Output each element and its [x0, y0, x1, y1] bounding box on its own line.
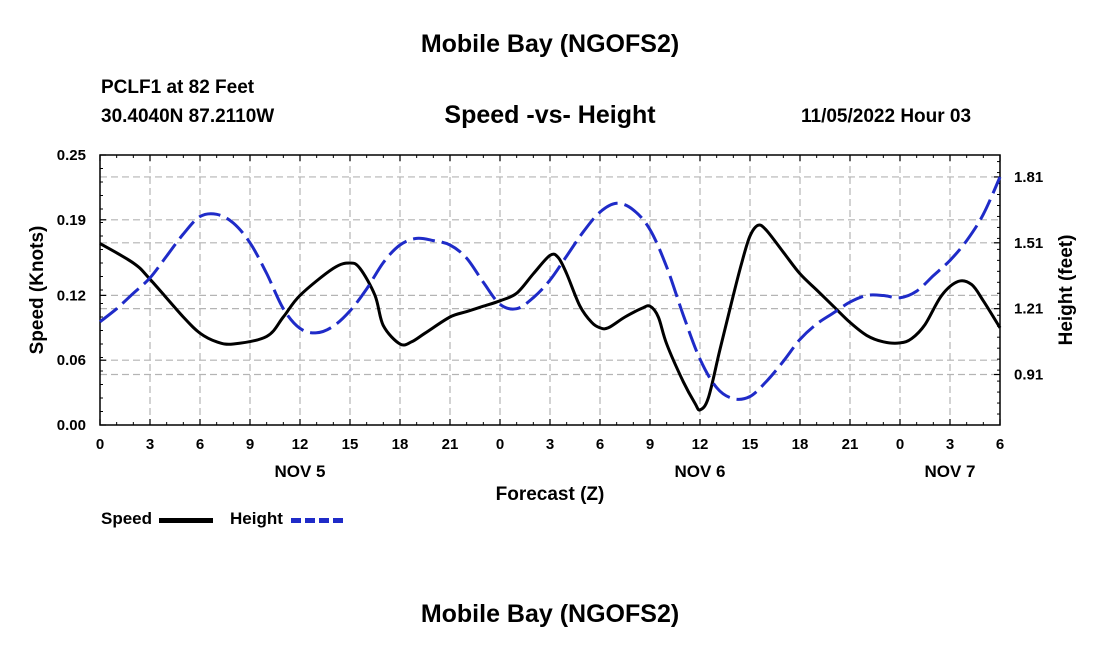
x-tick-label: 0	[496, 436, 504, 453]
x-tick-label: 6	[596, 436, 604, 453]
chart-grid	[100, 155, 1000, 425]
x-tick-label: 6	[996, 436, 1004, 453]
x-tick-label: 0	[896, 436, 904, 453]
x-day-label: NOV 6	[674, 462, 725, 481]
y-left-tick-label: 0.06	[57, 352, 86, 369]
x-tick-label: 12	[692, 436, 709, 453]
x-day-label: NOV 5	[274, 462, 325, 481]
y-right-tick-label: 1.81	[1014, 169, 1043, 186]
x-tick-label: 18	[392, 436, 409, 453]
legend-label-height: Height	[230, 509, 283, 528]
station-coordinates: 30.4040N 87.2110W	[101, 106, 275, 127]
x-tick-label: 15	[742, 436, 759, 453]
y-left-tick-label: 0.25	[57, 147, 86, 164]
x-day-label: NOV 7	[924, 462, 975, 481]
series-line-height	[99, 176, 1002, 401]
forecast-datetime: 11/05/2022 Hour 03	[801, 106, 972, 127]
y-right-tick-label: 0.91	[1014, 367, 1043, 384]
x-tick-label: 15	[342, 436, 359, 453]
series-line-speed	[99, 223, 1002, 412]
chart-subtitle: Speed -vs- Height	[444, 101, 656, 129]
y-left-axis-label: Speed (Knots)	[27, 226, 48, 355]
x-tick-label: 21	[842, 436, 859, 453]
x-axis-ticks: 0 3 6 9 12 15 18 21 0 3 6 9 12 15 18 21 0 3 6	[96, 155, 1004, 453]
x-tick-label: 0	[96, 436, 104, 453]
x-tick-label: 3	[546, 436, 554, 453]
x-axis-day-labels: NOV 5 NOV 6 NOV 7	[274, 462, 975, 481]
y-right-axis-ticks: 0.91 1.21 1.51 1.81	[994, 169, 1043, 384]
footer-title: Mobile Bay (NGOFS2)	[420, 600, 680, 628]
y-right-tick-label: 1.21	[1014, 301, 1043, 318]
x-tick-label: 3	[946, 436, 954, 453]
x-tick-label: 21	[442, 436, 459, 453]
x-tick-label: 18	[792, 436, 809, 453]
y-left-tick-label: 0.12	[57, 287, 86, 304]
x-tick-label: 9	[646, 436, 654, 453]
legend-label-speed: Speed	[101, 509, 153, 528]
x-tick-label: 6	[196, 436, 204, 453]
legend-swatch-height	[291, 518, 343, 523]
y-left-tick-label: 0.00	[57, 417, 86, 434]
chart-series	[99, 176, 1002, 412]
x-tick-label: 9	[246, 436, 254, 453]
x-tick-label: 12	[292, 436, 309, 453]
x-axis-label: Forecast (Z)	[496, 484, 605, 505]
station-label: PCLF1 at 82 Feet	[101, 77, 255, 98]
y-left-axis-ticks: 0.00 0.06 0.12 0.19 0.25	[57, 147, 106, 434]
page-title: Mobile Bay (NGOFS2)	[420, 30, 680, 58]
legend-swatch-speed	[159, 518, 213, 523]
y-right-tick-label: 1.51	[1014, 235, 1043, 252]
x-tick-label: 3	[146, 436, 154, 453]
y-right-axis-label: Height (feet)	[1056, 235, 1077, 346]
y-left-tick-label: 0.19	[57, 212, 86, 229]
